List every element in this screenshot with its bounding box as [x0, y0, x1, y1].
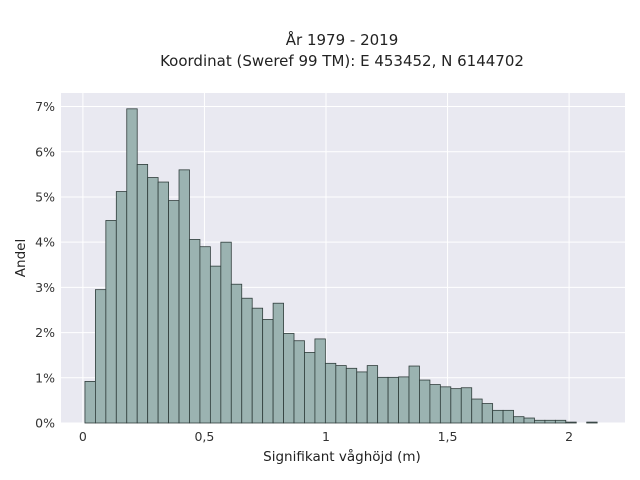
- histogram-bar-44: [544, 419, 556, 424]
- histogram-bar-34: [439, 386, 452, 424]
- histogram-bar-10: [189, 239, 201, 424]
- histogram-bar-37: [471, 398, 483, 424]
- histogram-bar-24: [335, 365, 347, 424]
- y-tick-label-3: 3%: [35, 280, 55, 295]
- histogram-bar-12: [209, 265, 222, 424]
- y-tick-label-0: 0%: [35, 416, 55, 431]
- y-tick-label-4: 4%: [35, 235, 55, 250]
- y-tick-label-2: 2%: [35, 325, 55, 340]
- histogram-bar-43: [534, 419, 546, 424]
- histogram-bar-13: [220, 241, 232, 424]
- histogram-bar-21: [304, 352, 316, 424]
- histogram-bar-23: [324, 362, 337, 424]
- histogram-bar-8: [168, 200, 180, 424]
- x-tick-label-3: 1,5: [438, 429, 458, 444]
- histogram-bar-3: [115, 191, 128, 424]
- histogram-bar-26: [356, 371, 368, 424]
- x-tick-label-4: 2: [565, 429, 573, 444]
- y-axis-ticks: 0% 1% 2% 3% 4% 5% 6% 7%: [35, 99, 55, 430]
- histogram-bar-42: [523, 417, 535, 424]
- chart-title-line-1: År 1979 - 2019: [286, 30, 399, 49]
- histogram-bar-7: [157, 181, 169, 424]
- y-axis-label: Andel: [13, 239, 29, 277]
- histogram-bar-18: [272, 302, 284, 424]
- histogram-bar-35: [450, 388, 462, 424]
- histogram-bar-29: [387, 376, 399, 424]
- histogram-bar-28: [377, 376, 389, 424]
- histogram-bar-25: [345, 367, 358, 424]
- y-tick-label-6: 6%: [35, 144, 55, 159]
- histogram-bar-30: [398, 376, 410, 424]
- histogram-bar-39: [492, 409, 504, 424]
- histogram-bar-16: [251, 307, 264, 424]
- histogram-bar-33: [429, 384, 441, 424]
- histogram-bar-48: [586, 421, 598, 424]
- histogram-bars: [84, 108, 598, 424]
- histogram-bar-19: [283, 333, 295, 424]
- histogram-bar-20: [293, 340, 305, 424]
- histogram-bar-40: [502, 409, 514, 424]
- histogram-bar-14: [230, 283, 243, 424]
- histogram-bar-32: [419, 379, 431, 424]
- x-tick-label-2: 1: [322, 429, 330, 444]
- histogram-bar-15: [241, 297, 253, 424]
- x-tick-label-1: 0,5: [194, 429, 214, 444]
- x-tick-label-0: 0: [79, 429, 87, 444]
- histogram-bar-4: [126, 108, 138, 424]
- x-axis-label: Signifikant våghöjd (m): [263, 448, 421, 465]
- histogram-bar-36: [460, 387, 473, 424]
- histogram-bar-46: [565, 421, 577, 424]
- histogram-bar-38: [481, 403, 494, 424]
- histogram-bar-9: [178, 169, 190, 424]
- histogram-bar-27: [366, 365, 379, 424]
- y-tick-label-1: 1%: [35, 370, 55, 385]
- y-tick-label-7: 7%: [35, 99, 55, 114]
- histogram-bar-41: [513, 416, 525, 424]
- histogram-bar-31: [408, 365, 420, 424]
- histogram-bar-17: [262, 319, 274, 424]
- histogram-bar-1: [95, 289, 107, 424]
- chart-title-line-2: Koordinat (Sweref 99 TM): E 453452, N 61…: [160, 52, 524, 70]
- histogram-bar-2: [105, 220, 117, 424]
- histogram-bar-22: [314, 338, 326, 424]
- histogram-bar-45: [554, 419, 567, 424]
- histogram-bar-0: [84, 381, 96, 424]
- x-axis-ticks: 0 0,5 1 1,5 2: [79, 429, 573, 444]
- histogram-bar-11: [199, 246, 211, 424]
- histogram-bar-5: [136, 164, 149, 424]
- histogram-bar-6: [147, 177, 159, 424]
- y-tick-label-5: 5%: [35, 189, 55, 204]
